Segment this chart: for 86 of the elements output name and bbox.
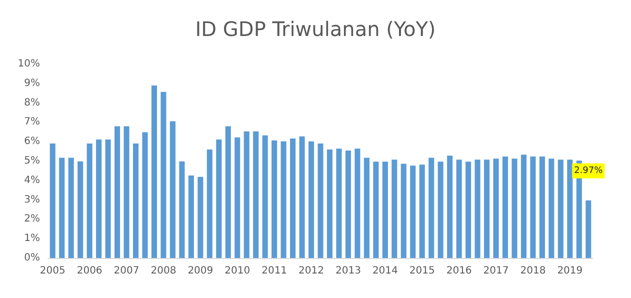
y-tick-label: 9%: [24, 78, 40, 89]
bar: [512, 158, 518, 258]
bar: [400, 164, 406, 258]
x-tick-label: 2007: [114, 266, 140, 276]
bar: [308, 141, 314, 258]
bar: [86, 144, 92, 258]
bar: [272, 140, 278, 258]
x-tick-label: 2016: [446, 266, 472, 276]
data-label: 2.97%: [574, 166, 604, 176]
bar: [151, 86, 157, 258]
bar: [114, 126, 120, 258]
y-tick-label: 7%: [24, 116, 40, 128]
y-tick-label: 0%: [24, 252, 40, 264]
x-tick-label: 2011: [262, 266, 288, 276]
bar: [198, 176, 204, 258]
bar: [50, 144, 56, 258]
x-tick-label: 2008: [150, 266, 176, 276]
y-tick-label: 3%: [24, 194, 40, 206]
bar: [170, 121, 176, 258]
bar: [244, 131, 250, 258]
bar: [364, 158, 370, 258]
y-tick-label: 10%: [18, 58, 40, 70]
bar: [410, 166, 416, 258]
bar: [493, 158, 499, 258]
x-tick-label: 2012: [298, 266, 324, 276]
y-tick-label: 4%: [24, 174, 40, 186]
x-tick-label: 2014: [372, 266, 398, 276]
bar: [466, 162, 472, 258]
bar: [290, 138, 296, 258]
bar: [520, 154, 526, 258]
bar: [78, 161, 84, 258]
bar: [354, 148, 360, 258]
bar: [373, 162, 379, 258]
x-tick-label: 2009: [188, 266, 214, 276]
bar: [438, 162, 444, 258]
y-tick-label: 8%: [24, 97, 40, 108]
bar: [188, 176, 194, 258]
y-tick-label: 2%: [24, 214, 40, 225]
bar: [318, 144, 324, 258]
x-tick-label: 2010: [224, 266, 250, 276]
x-tick-label: 2017: [483, 266, 509, 276]
bar: [428, 158, 434, 258]
bar: [142, 132, 148, 258]
bar: [253, 131, 259, 258]
y-tick-label: 6%: [24, 136, 40, 148]
bar: [548, 158, 554, 258]
bar: [558, 160, 564, 258]
x-tick-label: 2015: [409, 266, 435, 276]
bar: [456, 160, 462, 258]
bar: [539, 156, 545, 258]
bar: [262, 135, 268, 258]
bar: [326, 150, 333, 258]
bar: [392, 160, 398, 258]
bar: [474, 160, 480, 258]
bar: [105, 139, 111, 258]
bar: [336, 148, 342, 258]
bar: [419, 164, 425, 258]
bar: [206, 150, 212, 258]
x-tick-label: 2019: [557, 266, 583, 276]
bar: [96, 139, 102, 258]
bar: [345, 150, 351, 258]
x-tick-label: 2005: [40, 266, 66, 276]
x-tick-label: 2013: [335, 266, 361, 276]
y-tick-label: 5%: [24, 156, 40, 166]
bar: [68, 158, 74, 258]
bar: [59, 158, 65, 258]
x-tick-label: 2018: [520, 266, 546, 276]
bar: [225, 126, 231, 258]
bar: [586, 200, 592, 258]
bar: [299, 136, 305, 258]
bar: [382, 162, 388, 258]
bar: [124, 126, 130, 258]
x-tick-label: 2006: [76, 266, 102, 276]
bar: [234, 137, 240, 258]
bar: [567, 160, 573, 258]
bar: [179, 161, 185, 258]
bar: [447, 156, 453, 258]
bar: [484, 160, 490, 258]
bar: [502, 156, 508, 258]
bar: [160, 92, 166, 258]
y-tick-label: 1%: [24, 233, 40, 244]
chart-title: ID GDP Triwulanan (YoY): [195, 17, 436, 41]
bar: [216, 139, 222, 258]
bar: [530, 156, 536, 258]
bar: [132, 144, 139, 258]
bar: [280, 141, 286, 258]
